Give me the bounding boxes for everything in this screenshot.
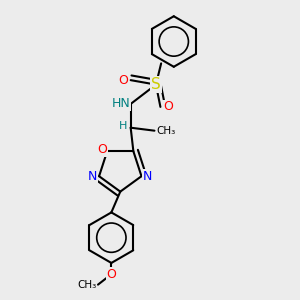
Text: HN: HN — [112, 98, 131, 110]
Text: N: N — [143, 170, 152, 183]
Text: O: O — [106, 268, 116, 281]
Text: H: H — [119, 121, 127, 131]
Text: O: O — [97, 143, 107, 156]
Text: O: O — [118, 74, 128, 87]
Text: O: O — [163, 100, 173, 113]
Text: N: N — [88, 170, 98, 183]
Text: S: S — [151, 77, 161, 92]
Text: CH₃: CH₃ — [77, 280, 97, 290]
Text: CH₃: CH₃ — [156, 126, 175, 136]
